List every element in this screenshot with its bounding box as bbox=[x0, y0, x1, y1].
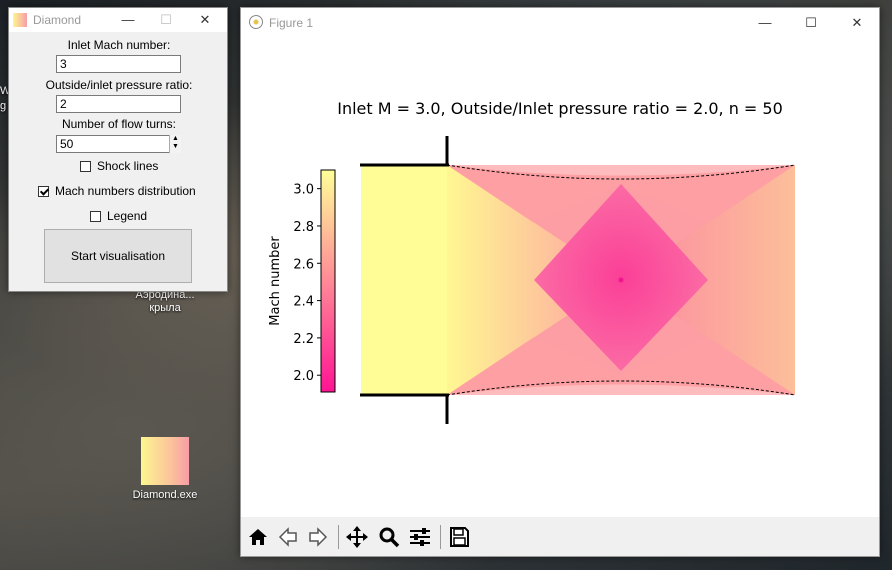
shock-lines-checkbox[interactable]: Shock lines bbox=[80, 159, 158, 173]
configure-subplots-icon bbox=[410, 528, 430, 546]
title-bar[interactable]: Diamond — ☐ ✕ bbox=[9, 8, 227, 32]
nozzle-walls bbox=[360, 136, 449, 424]
inlet-mach-label: Inlet Mach number: bbox=[67, 38, 171, 52]
inlet-mach-input[interactable]: 3 bbox=[56, 55, 181, 73]
close-button[interactable]: ✕ bbox=[851, 15, 863, 30]
diamond-window: Diamond — ☐ ✕ Inlet Mach number: 3 Outsi… bbox=[8, 7, 228, 292]
configure-subplots-button[interactable] bbox=[406, 523, 434, 551]
matplotlib-icon bbox=[249, 15, 263, 29]
pressure-ratio-input[interactable]: 2 bbox=[56, 95, 181, 113]
window-title: Figure 1 bbox=[269, 16, 314, 30]
colorbar-tick-label: 2.2 bbox=[293, 332, 314, 347]
desktop-icon-label: Diamond.exe bbox=[132, 489, 198, 501]
flow-field bbox=[361, 164, 796, 396]
flow-turns-spinbox[interactable]: 50 ▲ ▼ bbox=[56, 135, 181, 153]
checkbox-box bbox=[80, 160, 91, 172]
checkbox-box bbox=[90, 210, 101, 222]
legend-checkbox[interactable]: Legend bbox=[90, 209, 147, 223]
diamond-app-icon bbox=[141, 437, 189, 485]
desktop-icon-label: Аэродина... крыла bbox=[135, 289, 195, 314]
spin-arrows-icon[interactable]: ▲ ▼ bbox=[169, 135, 181, 153]
colorbar-tick-label: 2.4 bbox=[293, 295, 314, 310]
checkbox-label: Mach numbers distribution bbox=[55, 184, 196, 198]
flow-turns-label: Number of flow turns: bbox=[61, 117, 177, 131]
figure-title-bar[interactable]: Figure 1 — ☐ ✕ bbox=[241, 8, 879, 38]
colorbar-label: Mach number bbox=[268, 236, 283, 326]
pan-icon bbox=[346, 526, 368, 548]
toolbar-separator bbox=[440, 525, 441, 549]
mach-distribution-checkbox[interactable]: Mach numbers distribution bbox=[38, 184, 196, 198]
checkbox-checked-icon bbox=[38, 185, 49, 197]
colorbar: 3.0 2.8 2.6 2.4 2.2 2.0 Mach number bbox=[268, 169, 336, 393]
toolbar-separator bbox=[338, 525, 339, 549]
close-button[interactable]: ✕ bbox=[199, 12, 211, 27]
home-button[interactable] bbox=[244, 523, 272, 551]
figure-window: Figure 1 — ☐ ✕ Inlet M = 3.0, Outside/In… bbox=[240, 7, 880, 557]
colorbar-ticks: 3.0 2.8 2.6 2.4 2.2 2.0 bbox=[293, 183, 321, 384]
zoom-button[interactable] bbox=[375, 523, 403, 551]
save-button[interactable] bbox=[445, 523, 473, 551]
colorbar-tick-label: 3.0 bbox=[293, 183, 314, 198]
center-point bbox=[618, 277, 624, 283]
back-icon bbox=[278, 527, 297, 547]
pan-button[interactable] bbox=[343, 523, 371, 551]
lower-reflection-zone bbox=[447, 337, 795, 395]
checkbox-label: Legend bbox=[107, 209, 148, 223]
forward-icon bbox=[309, 527, 328, 547]
flow-turns-value: 50 bbox=[60, 137, 74, 151]
inlet-region bbox=[361, 165, 449, 395]
desktop-icon-diamond[interactable]: Diamond.exe bbox=[128, 437, 202, 501]
diamond-app-icon bbox=[13, 13, 27, 27]
plot-canvas[interactable]: 3.0 2.8 2.6 2.4 2.2 2.0 Mach number bbox=[241, 38, 879, 516]
upper-jet-boundary bbox=[446, 164, 796, 180]
navigation-toolbar bbox=[241, 517, 879, 556]
start-visualisation-button[interactable]: Start visualisation bbox=[44, 229, 192, 283]
colorbar-tick-label: 2.8 bbox=[293, 220, 314, 235]
minimize-button[interactable]: — bbox=[758, 15, 772, 30]
save-icon bbox=[450, 527, 469, 547]
plot-title: Inlet M = 3.0, Outside/Inlet pressure ra… bbox=[337, 99, 783, 118]
checkbox-label: Shock lines bbox=[97, 159, 159, 173]
window-title: Diamond bbox=[33, 13, 82, 27]
colorbar-gradient bbox=[320, 169, 336, 393]
maximize-button[interactable]: ☐ bbox=[805, 15, 817, 30]
minimize-button[interactable]: — bbox=[121, 12, 135, 27]
lower-jet-boundary bbox=[446, 380, 796, 396]
desktop-icon-aerodynamics[interactable]: Аэродина... крыла bbox=[126, 289, 204, 315]
colorbar-tick-label: 2.6 bbox=[293, 257, 314, 272]
upper-reflection-zone bbox=[447, 165, 795, 223]
pressure-ratio-label: Outside/inlet pressure ratio: bbox=[45, 78, 193, 92]
back-button[interactable] bbox=[274, 523, 302, 551]
colorbar-tick-label: 2.0 bbox=[293, 369, 314, 384]
zoom-icon bbox=[379, 527, 400, 548]
maximize-button: ☐ bbox=[160, 12, 172, 27]
forward-button[interactable] bbox=[304, 523, 332, 551]
home-icon bbox=[249, 529, 267, 545]
